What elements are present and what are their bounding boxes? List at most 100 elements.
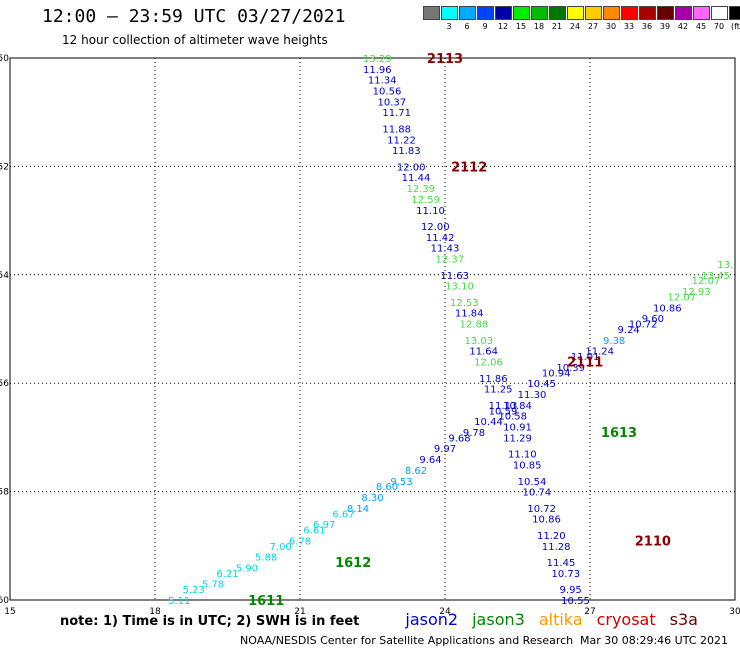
footer-notes: note: 1) Time is in UTC; 2) SWH is in fe…	[60, 610, 712, 632]
data-point-label: 10.91	[503, 423, 532, 434]
data-point-label: 11.83	[392, 146, 421, 157]
colorbar-cell: 24	[566, 6, 584, 31]
data-point-label: 8.30	[361, 493, 383, 504]
colorbar-label: (ft)	[730, 22, 740, 31]
data-point-label: 10.58	[498, 412, 527, 423]
y-tick-label: -52	[0, 162, 9, 172]
data-point-label: 11.88	[382, 124, 411, 135]
colorbar-swatch	[602, 6, 620, 20]
units-note: note: 1) Time is in UTC; 2) SWH is in fe…	[60, 614, 360, 629]
data-point-label: 13.29	[363, 54, 392, 65]
data-point-label: 7.00	[270, 542, 292, 553]
data-point-label: 11.34	[368, 76, 397, 87]
data-point-label: 10.39	[556, 363, 585, 374]
x-tick-label: 24	[439, 607, 451, 617]
legend-s3a: s3a	[669, 610, 698, 629]
data-point-label: 11.64	[469, 347, 498, 358]
data-point-label: 12.93	[682, 287, 711, 298]
data-point-label: 10.56	[373, 87, 402, 98]
time-marker-label: 2112	[451, 160, 487, 175]
colorbar-swatch	[638, 6, 656, 20]
time-marker-label: 2111	[567, 356, 603, 371]
time-marker-label: 1612	[335, 556, 371, 571]
time-marker-label: 2113	[427, 52, 463, 67]
data-point-label: 12.07	[692, 276, 721, 287]
colorbar-label: 70	[713, 22, 725, 31]
colorbar-swatch	[710, 6, 728, 20]
data-point-label: 9.60	[642, 314, 664, 325]
x-tick-label: 27	[584, 607, 595, 617]
data-point-label: 11.10	[508, 450, 537, 461]
colorbar-swatch	[422, 6, 440, 20]
colorbar-swatch	[476, 6, 494, 20]
colorbar-cell: 33	[620, 6, 638, 31]
data-point-label: 9.97	[434, 444, 456, 455]
time-marker-label: 1613	[601, 426, 637, 441]
data-point-label: 12.37	[436, 255, 465, 266]
data-point-label: 6.67	[332, 509, 354, 520]
data-point-label: 10.86	[653, 303, 682, 314]
data-point-label: 10.74	[523, 488, 552, 499]
data-point-label: 11.29	[503, 433, 532, 444]
data-point-label: 13.03	[465, 336, 494, 347]
colorbar-cell	[422, 6, 440, 31]
x-tick-label: 18	[149, 607, 161, 617]
data-point-label: 11.10	[416, 206, 445, 217]
data-point-label: 9.68	[448, 433, 470, 444]
credit-line: NOAA/NESDIS Center for Satellite Applica…	[240, 634, 574, 647]
y-tick-label: -60	[0, 596, 9, 606]
colorbar-label: 39	[659, 22, 671, 31]
colorbar-label: 45	[695, 22, 707, 31]
colorbar-cell: 42	[674, 6, 692, 31]
data-point-label: 11.63	[440, 271, 469, 282]
data-point-label: 12.59	[411, 195, 440, 206]
data-point-label: 10.44	[474, 417, 503, 428]
data-point-label: 11.24	[585, 347, 614, 358]
x-tick-label: 21	[294, 607, 305, 617]
time-marker-label: 2110	[635, 534, 671, 549]
colorbar-cell: 27	[584, 6, 602, 31]
data-point-label: 11.20	[537, 531, 566, 542]
data-point-label: 11.43	[431, 244, 460, 255]
colorbar-swatch	[494, 6, 512, 20]
legend-cryosat: cryosat	[596, 610, 656, 629]
y-tick-label: -56	[0, 379, 9, 389]
y-tick-label: -54	[0, 271, 9, 281]
data-point-label: 9.78	[463, 428, 485, 439]
data-point-label: 12.00	[397, 162, 426, 173]
data-point-label: 13.10	[445, 282, 474, 293]
colorbar-label: 18	[533, 22, 545, 31]
data-point-label: 9.95	[560, 585, 582, 596]
colorbar-cell: 30	[602, 6, 620, 31]
colorbar-swatch	[728, 6, 740, 20]
data-point-label: 10.37	[378, 97, 407, 108]
data-point-label: 6.21	[216, 569, 238, 580]
colorbar-label: 12	[497, 22, 509, 31]
colorbar-swatch	[656, 6, 674, 20]
data-point-label: 13.	[717, 260, 733, 271]
colorbar-label: 21	[551, 22, 563, 31]
data-point-label: 6.61	[303, 526, 325, 537]
colorbar-cell: 12	[494, 6, 512, 31]
colorbar-label: 33	[623, 22, 635, 31]
data-point-label: 12.88	[460, 320, 489, 331]
data-point-label: 11.84	[455, 309, 484, 320]
x-tick-label: 15	[4, 607, 15, 617]
colorbar-swatch	[692, 6, 710, 20]
data-point-label: 10.86	[532, 515, 561, 526]
data-point-label: 10.45	[527, 379, 556, 390]
colorbar-swatch	[620, 6, 638, 20]
colorbar-label: 15	[515, 22, 527, 31]
colorbar-cell: 21	[548, 6, 566, 31]
data-point-label: 10.59	[489, 406, 518, 417]
colorbar-swatch	[512, 6, 530, 20]
data-point-label: 12.53	[450, 298, 479, 309]
plot-frame	[9, 57, 736, 601]
data-point-label: 11.42	[426, 233, 455, 244]
data-point-label: 10.73	[552, 569, 581, 580]
data-point-label: 9.24	[618, 325, 640, 336]
data-point-label: 11.22	[387, 135, 416, 146]
data-point-label: 12.07	[668, 292, 697, 303]
time-marker-label: 1611	[248, 594, 284, 609]
